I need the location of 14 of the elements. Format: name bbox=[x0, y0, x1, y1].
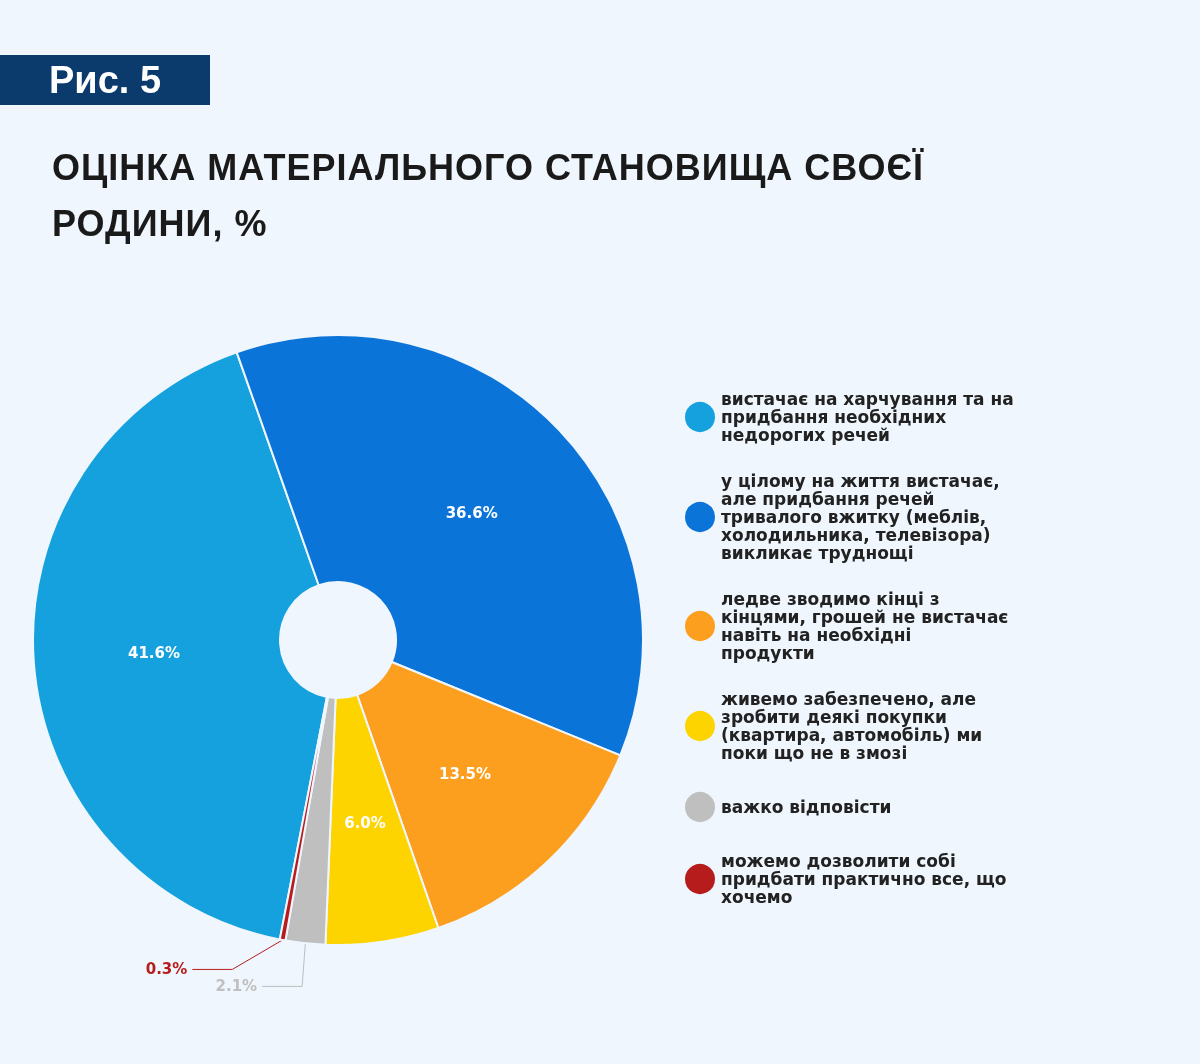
legend-label: можемо дозволити собі придбати практично все, що хочемо bbox=[721, 851, 1013, 907]
legend-label: ледве зводимо кінці з кінцями, грошей не вистачає навіть на необхідні продукти bbox=[721, 589, 1015, 663]
data-label: 6.0% bbox=[344, 813, 386, 832]
data-label: 13.5% bbox=[438, 764, 491, 783]
data-label: 41.6% bbox=[127, 644, 181, 663]
legend-label: важко відповісти bbox=[721, 797, 892, 817]
legend-label: вистачає на харчування та на придбання необхідних недорогих речей bbox=[721, 389, 1020, 445]
legend-label: у цілому на життя вистачає, але придбання речей тривалого вжитку (меблів, холодильника, телевізора) викликає труднощі bbox=[721, 471, 1006, 563]
legend-label: живемо забезпечено, але зробити деякі покупки (квартира, автомобіль) ми поки що не в змозі bbox=[721, 689, 989, 763]
data-label: 2.1% bbox=[215, 977, 258, 996]
data-label: 0.3% bbox=[145, 960, 188, 979]
text: Рис. 5 bbox=[0, 55, 210, 105]
data-label: 36.6% bbox=[445, 503, 498, 522]
chart-title: ОЦІНКА МАТЕРІАЛЬНОГО СТАНОВИЩА СВОЄЇ РОДИНИ, % bbox=[52, 146, 925, 246]
